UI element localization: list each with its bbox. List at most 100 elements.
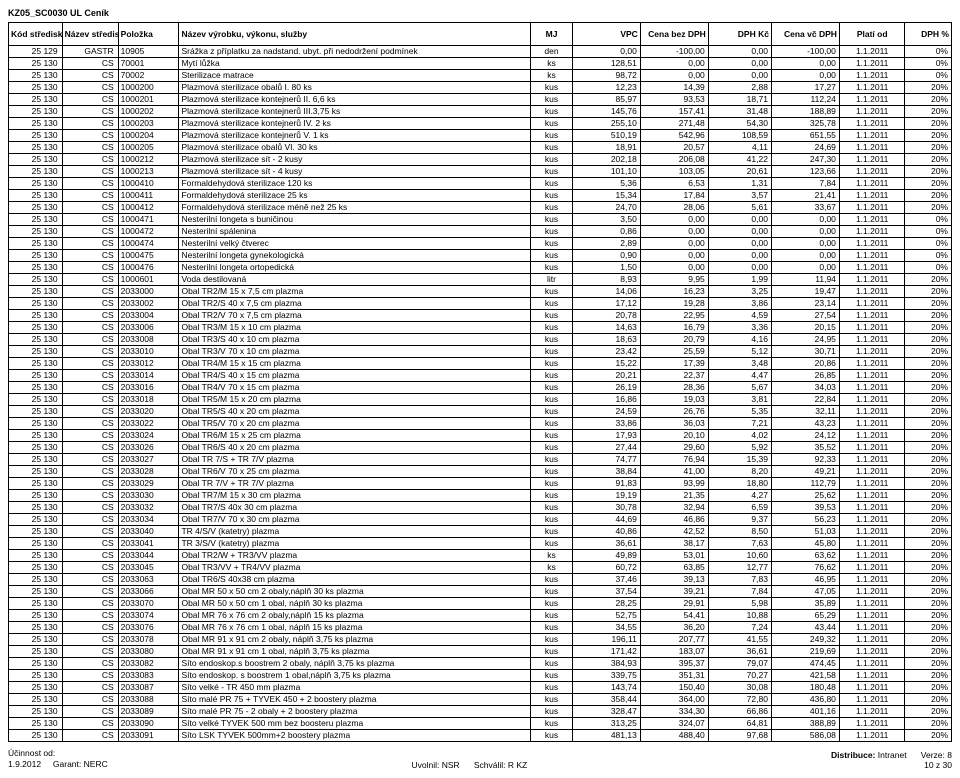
table-row: 25 130CS1000411Formaldehydová sterilizac… <box>9 190 952 202</box>
cell: 26,19 <box>572 382 640 394</box>
cell: 1.1.2011 <box>839 334 905 346</box>
cell: CS <box>62 358 118 370</box>
table-row: 25 130CS2033020Obal TR5/S 40 x 20 cm pla… <box>9 406 952 418</box>
cell: 25 130 <box>9 322 63 334</box>
cell: 20% <box>905 154 952 166</box>
cell: 20% <box>905 514 952 526</box>
cell: 1000205 <box>118 142 179 154</box>
cell: Nesterilní longeta gynekologická <box>179 250 531 262</box>
cell: 25 130 <box>9 574 63 586</box>
cell: 26,85 <box>771 370 839 382</box>
cell: 36,61 <box>572 538 640 550</box>
cell: 0,00 <box>771 70 839 82</box>
cell: 17,12 <box>572 298 640 310</box>
cell: 25 130 <box>9 442 63 454</box>
table-row: 25 130CS2033014Obal TR4/S 40 x 15 cm pla… <box>9 370 952 382</box>
cell: CS <box>62 454 118 466</box>
cell: 25 130 <box>9 286 63 298</box>
cell: 70,27 <box>708 670 771 682</box>
cell: Síto malé PR 75 + TYVEK 450 + 2 boostery… <box>179 694 531 706</box>
cell: 49,89 <box>572 550 640 562</box>
cell: 2033076 <box>118 622 179 634</box>
cell: Obal MR 50 x 50 cm 1 obal, náplň 30 ks p… <box>179 598 531 610</box>
cell: 1.1.2011 <box>839 442 905 454</box>
cell: 1,31 <box>708 178 771 190</box>
table-row: 25 130CS1000472Nesterilní spáleninakus0,… <box>9 226 952 238</box>
cell: 358,44 <box>572 694 640 706</box>
cell: 25 130 <box>9 118 63 130</box>
cell: Obal TR6/S 40x38 cm plazma <box>179 574 531 586</box>
cell: 2033087 <box>118 682 179 694</box>
cell: 42,52 <box>640 526 708 538</box>
cell: 0,00 <box>708 214 771 226</box>
cell: 16,79 <box>640 322 708 334</box>
cell: 24,69 <box>771 142 839 154</box>
cell: 36,20 <box>640 622 708 634</box>
cell: 1.1.2011 <box>839 598 905 610</box>
cell: 33,86 <box>572 418 640 430</box>
cell: 1.1.2011 <box>839 346 905 358</box>
cell: kus <box>531 538 573 550</box>
cell: 64,81 <box>708 718 771 730</box>
garant-label: Garant: <box>53 759 81 769</box>
cell: Obal MR 91 x 91 cm 2 obaly, náplň 3,75 k… <box>179 634 531 646</box>
cell: 0,90 <box>572 250 640 262</box>
table-row: 25 130CS70001Mytí lůžkaks128,510,000,000… <box>9 58 952 70</box>
cell: 21,35 <box>640 490 708 502</box>
cell: 25 130 <box>9 466 63 478</box>
table-row: 25 130CS2033012Obal TR4/M 15 x 15 cm pla… <box>9 358 952 370</box>
cell: 2033022 <box>118 418 179 430</box>
cell: 1.1.2011 <box>839 670 905 682</box>
cell: 2033088 <box>118 694 179 706</box>
cell: 1.1.2011 <box>839 322 905 334</box>
cell: Mytí lůžka <box>179 58 531 70</box>
cell: kus <box>531 718 573 730</box>
cell: 2033032 <box>118 502 179 514</box>
cell: CS <box>62 286 118 298</box>
cell: 2033070 <box>118 598 179 610</box>
cell: 1.1.2011 <box>839 214 905 226</box>
cell: 30,71 <box>771 346 839 358</box>
cell: kus <box>531 670 573 682</box>
cell: 70002 <box>118 70 179 82</box>
cell: 1.1.2011 <box>839 658 905 670</box>
cell: 25 129 <box>9 46 63 58</box>
cell: 1000601 <box>118 274 179 286</box>
cell: 14,63 <box>572 322 640 334</box>
col-mj: MJ <box>531 23 573 46</box>
cell: Obal TR3/S 40 x 10 cm plazma <box>179 334 531 346</box>
cell: 3,57 <box>708 190 771 202</box>
cell: 19,03 <box>640 394 708 406</box>
cell: 1.1.2011 <box>839 682 905 694</box>
cell: 2,89 <box>572 238 640 250</box>
cell: 1000212 <box>118 154 179 166</box>
table-row: 25 130CS1000212Plazmová sterilizace sít … <box>9 154 952 166</box>
cell: 20% <box>905 190 952 202</box>
cell: 247,30 <box>771 154 839 166</box>
cell: CS <box>62 346 118 358</box>
cell: Plazmová sterilizace obalů I. 80 ks <box>179 82 531 94</box>
cell: 20% <box>905 442 952 454</box>
cell: 25 130 <box>9 142 63 154</box>
cell: 17,93 <box>572 430 640 442</box>
cell: kus <box>531 82 573 94</box>
cell: CS <box>62 382 118 394</box>
cell: 3,36 <box>708 322 771 334</box>
cell: 7,24 <box>708 622 771 634</box>
cell: Síto endoskop. s boostrem 1 obal,náplň 3… <box>179 670 531 682</box>
cell: 1.1.2011 <box>839 190 905 202</box>
cell: Nesterilní velký čtverec <box>179 238 531 250</box>
cell: 9,37 <box>708 514 771 526</box>
cell: 2033010 <box>118 346 179 358</box>
table-row: 25 130CS2033030Obal TR7/M 15 x 30 cm pla… <box>9 490 952 502</box>
cell: 14,39 <box>640 82 708 94</box>
cell: Nesterilní longeta ortopedická <box>179 262 531 274</box>
cell: 20% <box>905 598 952 610</box>
cell: 7,83 <box>708 574 771 586</box>
cell: 2033026 <box>118 442 179 454</box>
cell: 20% <box>905 622 952 634</box>
cell: 1.1.2011 <box>839 238 905 250</box>
cell: 20% <box>905 274 952 286</box>
cell: 20% <box>905 106 952 118</box>
cell: 2033012 <box>118 358 179 370</box>
